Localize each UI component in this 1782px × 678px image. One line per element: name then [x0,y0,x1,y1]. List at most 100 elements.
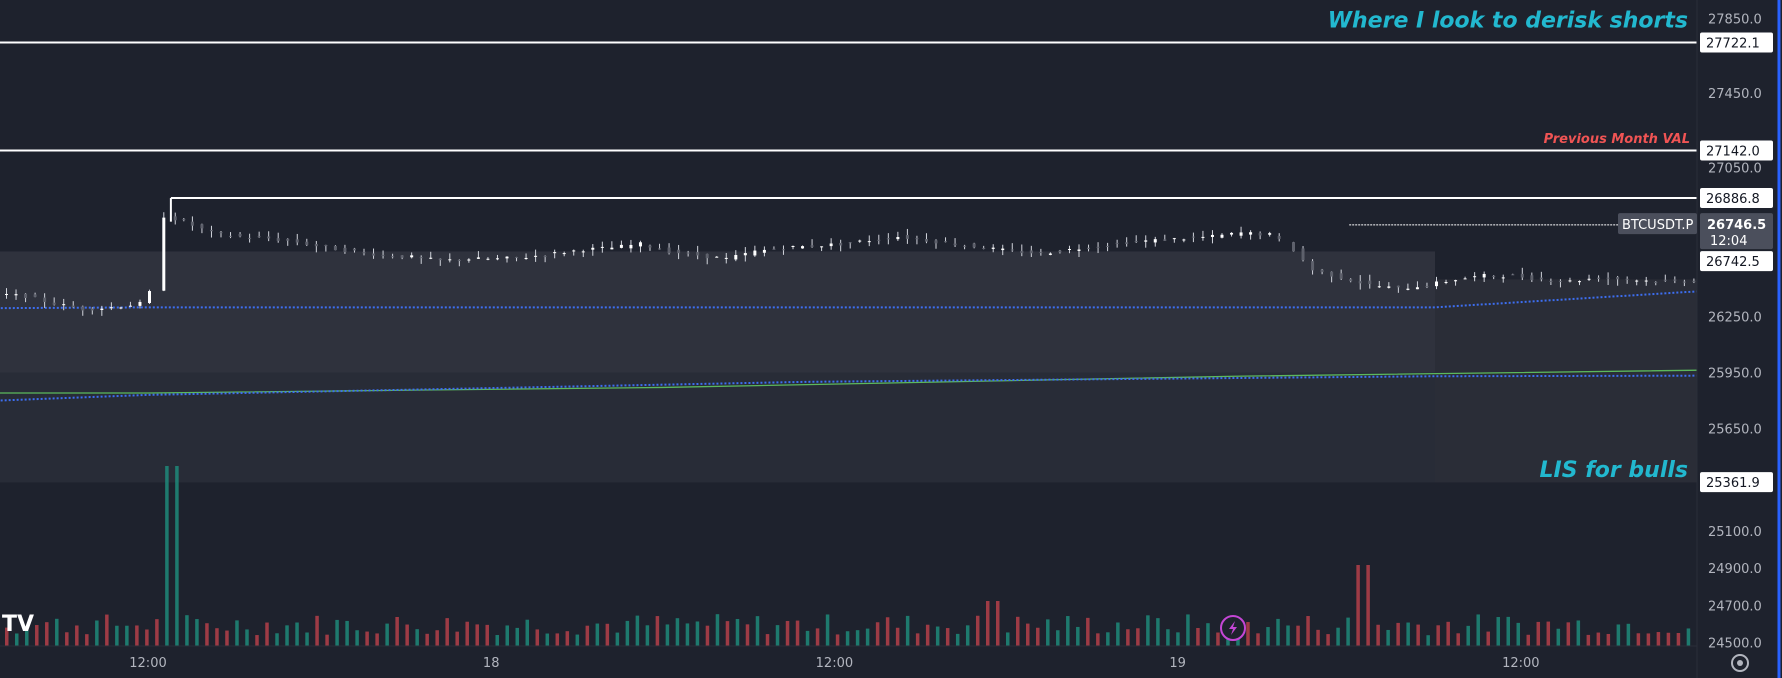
candle-body [658,248,662,250]
candle-body [781,249,785,251]
volume-bar [345,620,349,646]
volume-bar [35,625,39,646]
volume-bar [1156,618,1160,646]
volume-bar [845,631,850,646]
volume-bar [1266,627,1270,646]
candle-body [515,257,519,259]
volume-bar [1506,616,1510,646]
candle-body [486,258,490,260]
candle-body [190,221,194,226]
volume-bar [685,623,690,646]
candle-body [1625,278,1629,280]
candle-body [1444,281,1448,283]
countdown-label: 12:04 [1710,234,1747,249]
volume-bar [725,621,730,646]
volume-bar [105,614,109,646]
volume-bar [1536,621,1541,646]
candle-body [1144,240,1148,242]
volume-bar [15,633,19,646]
volume-bar [375,633,379,646]
volume-bar [745,624,750,646]
candle-body [71,305,75,308]
volume-bar [1286,625,1290,646]
candle-body [953,243,957,246]
candle-body [629,244,633,249]
volume-bar [1326,634,1330,646]
candle-body [1492,275,1496,277]
volume-bar [365,631,369,646]
candle-body [1482,273,1486,278]
volume-bar [775,625,780,646]
volume-bar [1666,632,1671,646]
volume-bar [465,621,469,646]
candle-body [1330,271,1334,277]
volume-bar [855,630,860,646]
lightning-icon[interactable] [1220,615,1246,641]
volume-bar [385,623,389,646]
volume-bar [755,616,760,646]
volume-bar [835,634,840,646]
candle-body [1311,261,1315,271]
volume-bar [865,628,870,646]
candle-body [1558,280,1562,282]
candle-body [562,253,566,255]
volume-bar [1316,629,1320,646]
volume-bar [705,625,710,646]
candle-body [1230,232,1234,235]
price-tick-label: 27050.0 [1708,162,1762,177]
volume-bar [275,633,279,646]
volume-bar [1406,622,1410,646]
volume-bar [955,633,960,646]
moving-average-line [0,368,1782,394]
candle-body [963,245,967,247]
tradingview-logo[interactable]: TV [2,612,34,637]
tradingview-logo-text: TV [2,612,34,637]
candle-body [1301,248,1305,261]
candle-body [1249,232,1253,235]
volume-bar [715,614,720,646]
candle-body [991,247,995,249]
volume-bar [455,631,459,646]
candle-body [24,293,28,299]
candle-body [200,224,204,229]
volume-bar [1466,625,1470,646]
volume-bar [625,620,630,646]
candle-body [1568,280,1572,282]
volume-bar [1486,631,1490,646]
last-price-tag [1700,213,1773,250]
level-price-tag [1700,251,1773,272]
volume-bar [355,630,359,646]
volume-bar [1586,634,1591,646]
volume-bar [1136,628,1140,646]
candle-body [1125,242,1129,244]
volume-bar [135,625,139,646]
volume-bar [1196,627,1200,646]
candle-body [1578,281,1581,283]
volume-bar [405,624,409,646]
volume-bar [65,632,69,646]
price-axis-panel[interactable] [1697,0,1782,678]
volume-bars [5,466,1781,646]
volume-bar [75,625,79,646]
volume-bar [225,630,229,646]
volume-bar [825,614,830,646]
candle-body [400,255,404,258]
volume-bar [1016,616,1020,646]
level-price-tag [1700,140,1773,161]
candle-body [944,241,948,243]
volume-bar [1606,633,1611,646]
settings-gear-icon[interactable] [1731,654,1749,672]
candle-body [267,236,271,239]
level-price-tag [1700,472,1773,493]
volume-bar [815,628,820,646]
volume-bar [785,620,790,646]
volume-bar [1216,632,1220,646]
volume-bar [905,615,910,646]
candle-body [248,237,252,239]
volume-bar [605,623,610,646]
volume-bar [655,616,660,646]
volume-bar [1056,630,1060,646]
volume-bar [765,634,770,646]
